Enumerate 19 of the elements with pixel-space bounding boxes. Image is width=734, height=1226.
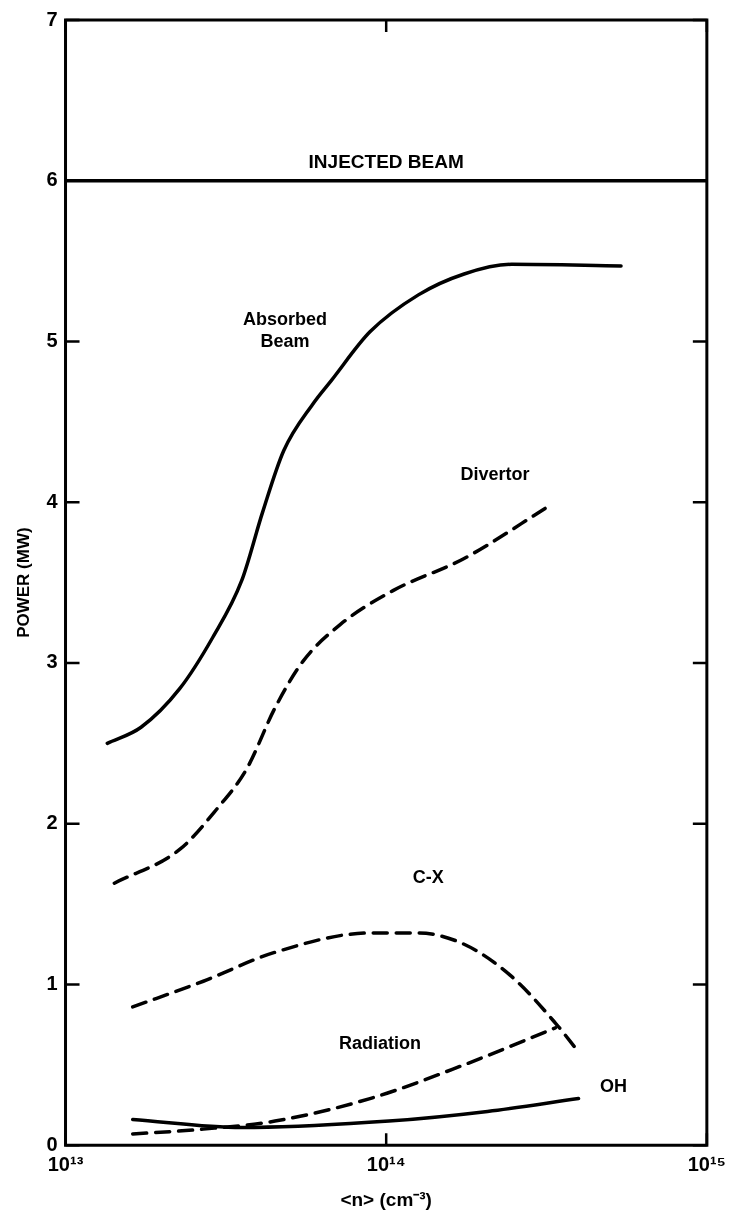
x-tick-label: 10¹⁵ bbox=[687, 1152, 727, 1175]
text: C-X bbox=[412, 866, 444, 887]
x-tick-label: 10¹⁴ bbox=[366, 1152, 406, 1175]
y-tick-label: 4 bbox=[46, 489, 59, 512]
y-tick-label: 3 bbox=[46, 650, 58, 673]
series-label: Radiation bbox=[338, 1032, 421, 1053]
y-tick-label: 0 bbox=[46, 1132, 58, 1155]
series-label: Divertor bbox=[460, 464, 530, 485]
series-label: OH bbox=[600, 1075, 628, 1096]
y-axis-title: POWER (MW) bbox=[13, 527, 33, 638]
y-tick-label: 5 bbox=[46, 329, 58, 351]
series-label: Absorbed Beam bbox=[242, 308, 327, 351]
y-tick-label: 1 bbox=[46, 971, 58, 994]
x-axis-title: <n> (cm⁻³) bbox=[340, 1188, 432, 1210]
y-tick-label: 7 bbox=[46, 7, 58, 30]
ref-line-label: INJECTED BEAM bbox=[308, 151, 464, 173]
x-tick-label: 10¹³ bbox=[47, 1152, 84, 1175]
y-tick-label: 2 bbox=[46, 811, 58, 834]
y-tick-label: 6 bbox=[46, 168, 58, 191]
